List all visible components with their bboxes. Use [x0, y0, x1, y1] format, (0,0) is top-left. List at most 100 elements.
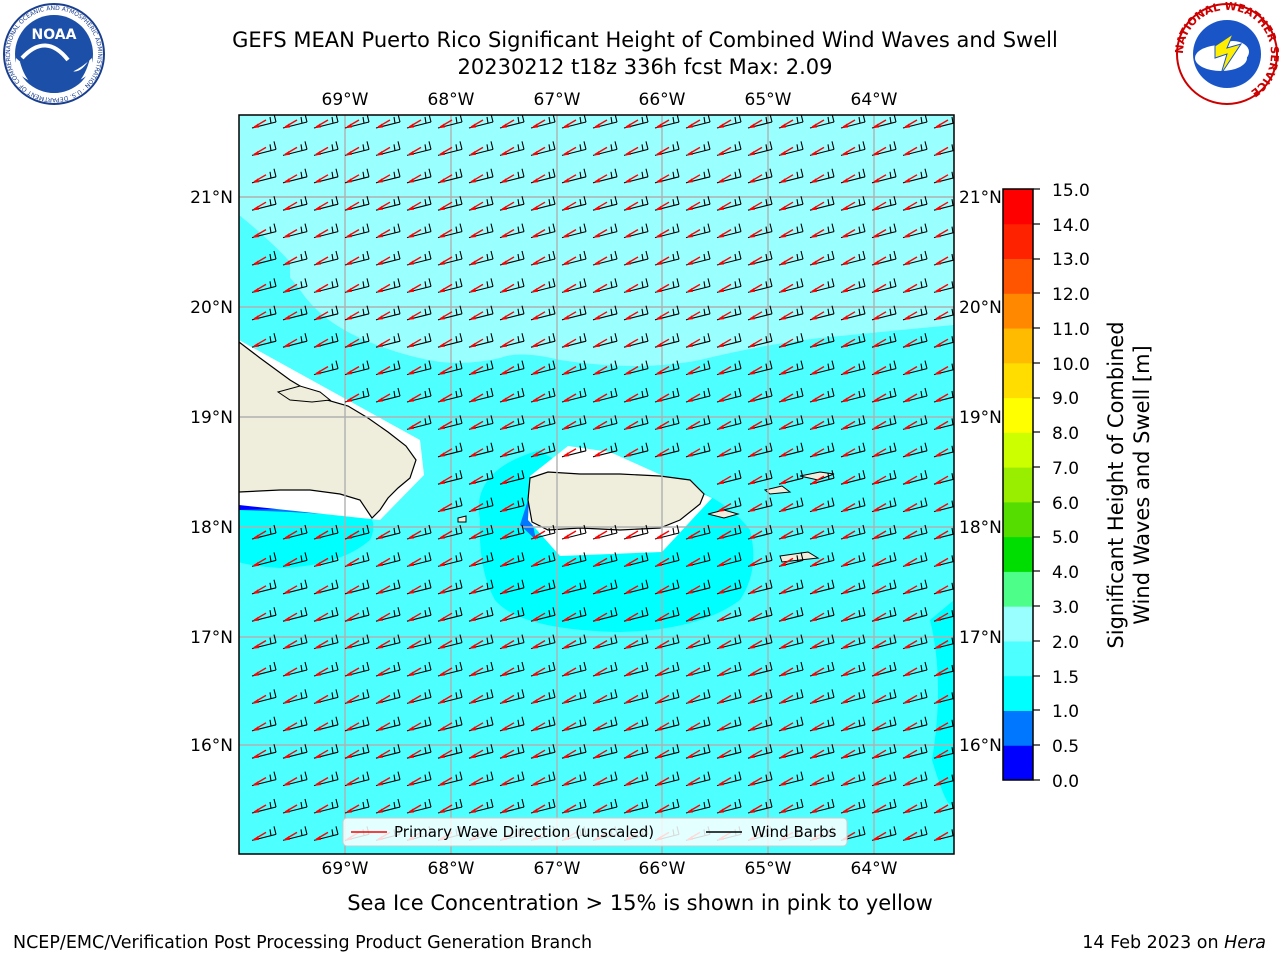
wave-arrow: [656, 119, 670, 128]
wave-arrow: [687, 365, 701, 375]
wave-arrow: [377, 776, 391, 786]
wave-arrow: [439, 502, 453, 512]
wave-arrow: [284, 612, 298, 622]
wave-arrow: [625, 694, 639, 704]
wave-legend-label: Primary Wave Direction (unscaled): [394, 823, 654, 841]
map-legend: Primary Wave Direction (unscaled) Wind B…: [342, 817, 848, 847]
wave-arrow: [470, 393, 484, 402]
wave-arrow: [315, 722, 329, 731]
wave-arrow: [439, 749, 453, 759]
wave-arrow: [439, 228, 453, 238]
wave-arrow: [904, 557, 918, 567]
wave-arrow: [532, 119, 546, 128]
footer-left: NCEP/EMC/Verification Post Processing Pr…: [13, 933, 593, 953]
wave-arrow: [346, 694, 360, 704]
wave-arrow: [346, 749, 360, 759]
wave-arrow: [780, 694, 794, 704]
wave-arrow: [315, 530, 329, 539]
wave-arrow: [625, 612, 639, 622]
wave-arrow: [625, 667, 639, 676]
wave-arrow: [315, 831, 329, 841]
wave-arrow: [377, 393, 391, 402]
wave-arrow: [439, 585, 453, 594]
wave-arrow: [315, 749, 329, 759]
wave-arrow: [718, 722, 732, 731]
wave-arrow: [594, 694, 608, 704]
wave-arrow: [377, 639, 391, 649]
wave-arrow: [873, 311, 887, 320]
wave-arrow: [501, 502, 515, 512]
wave-arrow: [904, 749, 918, 759]
footer-host: Hera: [1224, 933, 1266, 953]
wave-arrow: [532, 448, 546, 457]
wave-arrow: [656, 530, 670, 539]
colorbar-segment: [1003, 710, 1033, 746]
wave-arrow: [377, 119, 391, 128]
wave-arrow: [718, 311, 732, 320]
wave-arrow: [563, 530, 577, 539]
colorbar-segment: [1003, 675, 1033, 711]
wave-arrow: [811, 448, 825, 457]
wave-arrow: [501, 612, 515, 622]
wave-arrow: [501, 420, 515, 430]
wave-arrow: [718, 612, 732, 622]
wave-arrow: [780, 174, 794, 183]
wave-arrow: [439, 256, 453, 265]
wave-arrow: [408, 694, 422, 704]
wave-arrow: [935, 804, 949, 813]
wave-arrow: [935, 694, 949, 704]
wave-arrow: [315, 338, 329, 348]
wave-arrow: [904, 448, 918, 457]
wave-arrow: [284, 804, 298, 813]
wave-arrow: [718, 201, 732, 211]
wave-arrow: [780, 585, 794, 594]
wave-arrow: [563, 146, 577, 156]
wave-arrow: [625, 283, 639, 293]
wave-arrow: [315, 201, 329, 211]
wave-arrow: [904, 338, 918, 348]
wave-arrow: [253, 612, 267, 622]
wave-arrow: [935, 557, 949, 567]
wave-arrow: [377, 228, 391, 238]
wave-arrow: [284, 639, 298, 649]
wave-arrow: [532, 311, 546, 320]
wave-arrow: [377, 201, 391, 211]
wave-arrow: [408, 283, 422, 293]
footer-date: 14 Feb 2023 on: [1082, 933, 1225, 953]
colorbar-segment: [1003, 432, 1033, 468]
wave-arrow: [811, 749, 825, 759]
wave-arrow: [780, 639, 794, 649]
wave-arrow: [873, 749, 887, 759]
wave-arrow: [532, 393, 546, 402]
wave-arrow: [470, 283, 484, 293]
wave-arrow: [284, 256, 298, 265]
wave-arrow: [563, 612, 577, 622]
lon-label: 65°W: [745, 90, 792, 110]
wave-arrow: [439, 722, 453, 731]
wave-arrow: [780, 393, 794, 402]
wave-arrow: [687, 776, 701, 786]
wave-height-field: [239, 115, 954, 854]
wave-arrow: [315, 283, 329, 293]
wave-arrow: [594, 338, 608, 348]
wave-arrow: [563, 228, 577, 238]
wave-arrow: [811, 557, 825, 567]
wave-arrow: [377, 146, 391, 156]
colorbar-tickmarks: [1033, 188, 1040, 781]
wave-arrow: [253, 283, 267, 293]
wave-arrow: [656, 228, 670, 238]
wave-arrow: [780, 530, 794, 539]
wave-arrow: [408, 146, 422, 156]
wave-arrow: [284, 228, 298, 238]
wave-arrow: [470, 502, 484, 512]
wave-arrow: [718, 667, 732, 676]
wave-arrow: [749, 530, 763, 539]
wave-arrow: [687, 174, 701, 183]
wave-arrow: [904, 174, 918, 183]
wave-arrow: [594, 722, 608, 731]
wave-arrow: [470, 311, 484, 320]
wave-arrow: [873, 228, 887, 238]
wave-arrow: [408, 201, 422, 211]
mona-island: [457, 515, 467, 523]
lon-label: 69°W: [322, 859, 369, 879]
